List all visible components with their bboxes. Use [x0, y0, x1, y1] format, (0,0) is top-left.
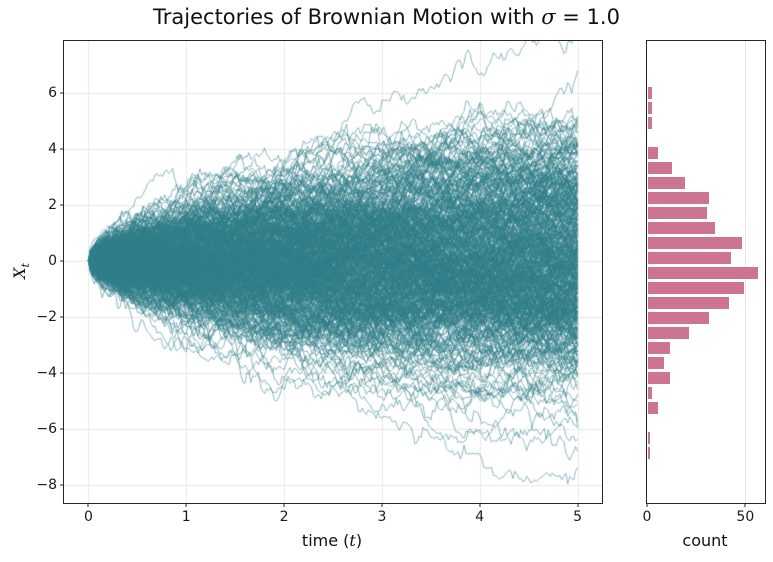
histogram-bar [647, 205, 708, 220]
histogram-x-axis-label: count [682, 531, 728, 550]
histogram-bar [647, 220, 716, 235]
figure-title: Trajectories of Brownian Motion with σ =… [0, 5, 773, 29]
histogram-bar [647, 115, 653, 130]
y-tick-label: 2 [48, 196, 57, 213]
x-axis-label-before: time ( [301, 531, 350, 550]
histogram-bar [647, 295, 730, 310]
y-axis-label: Xt [10, 263, 32, 279]
y-tick-label: −6 [36, 420, 57, 437]
x-tick-mark [381, 503, 383, 507]
histogram-bar [647, 385, 653, 400]
x-tick-label: 0 [83, 509, 93, 525]
x-tick-label: 2 [279, 509, 289, 525]
histogram-bar [647, 130, 649, 145]
x-tick-label: 4 [475, 509, 485, 525]
trajectories-plot-area: 0 1 2 3 4 5 −8 −6 −4 −2 0 2 4 6 [36, 40, 603, 525]
y-tick-label: −4 [36, 364, 57, 381]
y-tick-mark [60, 260, 64, 262]
histogram-bar [647, 85, 653, 100]
histogram-bar [647, 145, 659, 160]
x-axis-label: time (t) [302, 531, 362, 550]
x-axis-label-after: ) [355, 531, 363, 550]
histogram-bar [647, 430, 651, 445]
histogram-bar [647, 175, 687, 190]
y-tick-label: −8 [36, 476, 57, 493]
x-tick-label: 1 [181, 509, 191, 525]
y-tick-label: 4 [48, 140, 57, 157]
histogram-bar [647, 235, 744, 250]
x-tick-label: 3 [377, 509, 387, 525]
hist-x-tick-mark [744, 503, 746, 507]
histogram-bar [647, 250, 732, 265]
x-axis-label-var: t [349, 531, 356, 550]
trajectories-canvas [64, 41, 602, 503]
y-tick-label: 0 [48, 252, 57, 269]
x-tick-label: 5 [573, 509, 582, 525]
title-text-after: = 1.0 [555, 5, 620, 29]
hist-x-tick-mark [646, 503, 648, 507]
histogram-bar [647, 160, 673, 175]
x-tick-mark [577, 503, 579, 507]
histogram-bar [647, 355, 665, 370]
y-tick-mark [60, 148, 64, 150]
histogram-bar [647, 100, 653, 115]
y-tick-label: −2 [36, 308, 57, 325]
histogram-bar [647, 190, 710, 205]
x-tick-mark [283, 503, 285, 507]
title-text-before: Trajectories of Brownian Motion with [153, 5, 542, 29]
histogram-bar [647, 310, 710, 325]
x-tick-mark [479, 503, 481, 507]
histogram-bar [647, 325, 691, 340]
hist-x-tick-label: 50 [736, 509, 755, 525]
histogram-bar [647, 445, 651, 460]
x-tick-mark [185, 503, 187, 507]
x-tick-mark [87, 503, 89, 507]
y-tick-mark [60, 428, 64, 430]
histogram-bar [647, 400, 659, 415]
y-tick-mark [60, 372, 64, 374]
title-sigma-symbol: σ [541, 5, 556, 29]
histogram-bar [647, 370, 671, 385]
y-tick-mark [60, 92, 64, 94]
y-axis-label-base: X [9, 267, 29, 279]
hist-x-tick-label: 0 [642, 509, 652, 525]
y-tick-mark [60, 316, 64, 318]
histogram-plot-area: 0 50 [643, 40, 766, 525]
y-tick-label: 6 [48, 84, 57, 101]
histogram-bar [647, 340, 671, 355]
y-tick-mark [60, 204, 64, 206]
y-tick-mark [60, 484, 64, 486]
y-axis-label-subscript: t [19, 263, 33, 268]
histogram-bar [647, 265, 760, 280]
histogram-bar [647, 280, 746, 295]
